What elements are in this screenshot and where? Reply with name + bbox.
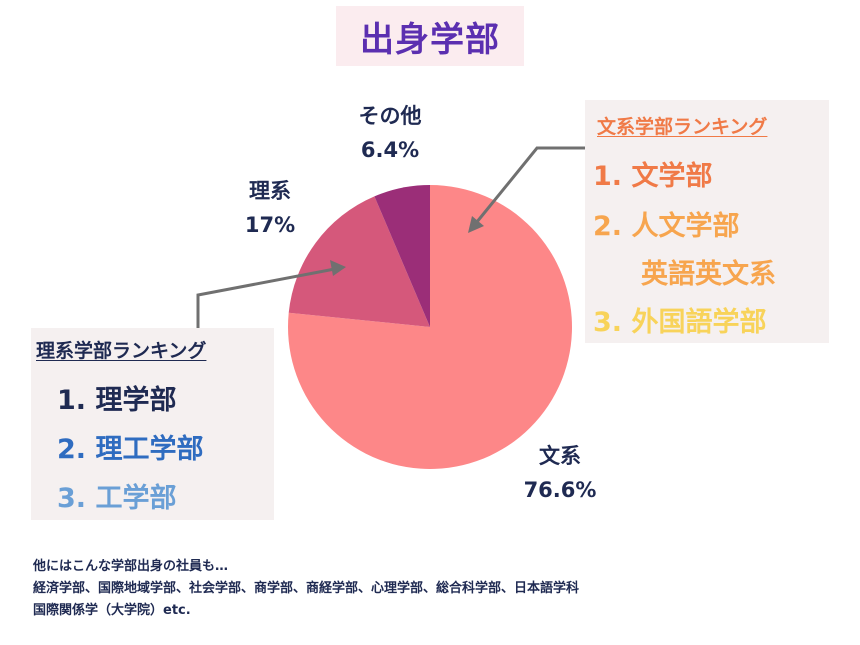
humanities-ranking-box: 文系学部ランキング 1. 文学部 2. 人文学部 英語英文系 3. 外国語学部 <box>585 100 829 343</box>
humanities-rank-1: 1. 文学部 <box>593 161 713 192</box>
label-other-pct: 6.4% <box>360 137 420 162</box>
label-other: その他 6.4% <box>340 100 440 167</box>
science-rank-1: 1. 理学部 <box>57 385 177 416</box>
humanities-ranking-heading: 文系学部ランキング <box>597 116 768 138</box>
label-science-pct: 17% <box>244 212 296 237</box>
science-ranking-box: 理系学部ランキング 1. 理学部 2. 理工学部 3. 工学部 <box>31 328 274 520</box>
footer-line-1: 他にはこんな学部出身の社員も… <box>33 559 229 574</box>
science-rank-2: 2. 理工学部 <box>57 434 204 465</box>
science-pointer-arrowhead <box>330 260 346 276</box>
humanities-rank-3: 3. 外国語学部 <box>593 307 767 338</box>
footer-note: 他にはこんな学部出身の社員も… 経済学部、国際地域学部、社会学部、商学部、商経学… <box>33 556 579 622</box>
pointer-arrows <box>196 146 585 328</box>
science-pointer-line <box>196 266 341 328</box>
label-science: 理系 17% <box>225 175 315 242</box>
humanities-pointer-line <box>470 146 585 229</box>
footer-line-3: 国際関係学（大学院）etc. <box>33 603 191 618</box>
footer-line-2: 経済学部、国際地域学部、社会学部、商学部、商経学部、心理学部、総合科学部、日本語… <box>33 581 580 596</box>
label-humanities-pct: 76.6% <box>523 477 597 502</box>
slice-humanities <box>288 185 573 469</box>
science-ranking-heading: 理系学部ランキング <box>36 340 207 362</box>
humanities-pointer-arrowhead <box>468 216 484 233</box>
science-rank-3: 3. 工学部 <box>57 483 177 514</box>
label-other-name: その他 <box>358 104 422 128</box>
humanities-rank-2-sub: 英語英文系 <box>641 259 776 290</box>
slice-other <box>374 185 430 327</box>
humanities-rank-2: 2. 人文学部 <box>593 211 740 242</box>
chart-title: 出身学部 <box>360 19 500 60</box>
label-humanities: 文系 76.6% <box>505 440 615 507</box>
chart-title-box: 出身学部 <box>336 6 524 66</box>
label-science-name: 理系 <box>249 179 291 203</box>
label-humanities-name: 文系 <box>539 444 581 468</box>
slice-science <box>288 196 430 327</box>
